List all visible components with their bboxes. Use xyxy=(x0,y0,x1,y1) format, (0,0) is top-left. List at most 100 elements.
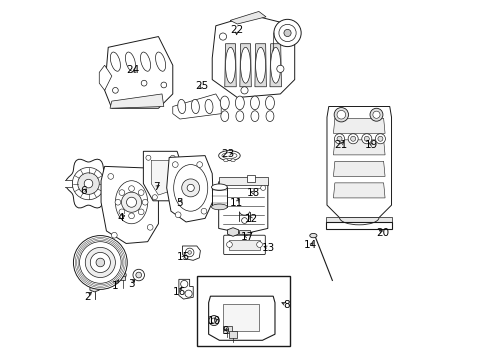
Polygon shape xyxy=(182,246,200,260)
Ellipse shape xyxy=(115,181,147,224)
Circle shape xyxy=(119,271,126,279)
Text: 25: 25 xyxy=(195,81,208,91)
Text: 15: 15 xyxy=(177,252,190,262)
Polygon shape xyxy=(99,65,112,90)
Text: 4: 4 xyxy=(117,213,124,222)
Bar xyxy=(211,187,227,207)
Polygon shape xyxy=(104,37,172,108)
Text: 6: 6 xyxy=(81,186,87,196)
Circle shape xyxy=(145,155,151,160)
Ellipse shape xyxy=(309,233,316,238)
Circle shape xyxy=(364,136,368,141)
Circle shape xyxy=(138,209,144,215)
Polygon shape xyxy=(172,94,221,119)
Polygon shape xyxy=(90,285,99,292)
Ellipse shape xyxy=(155,52,165,71)
Circle shape xyxy=(196,162,202,167)
Polygon shape xyxy=(333,161,384,176)
Polygon shape xyxy=(228,331,237,338)
Text: 7: 7 xyxy=(153,182,160,192)
Polygon shape xyxy=(212,15,294,98)
Circle shape xyxy=(278,24,296,41)
Circle shape xyxy=(347,134,357,144)
Polygon shape xyxy=(65,159,111,208)
Polygon shape xyxy=(333,140,384,155)
Text: 13: 13 xyxy=(262,243,275,253)
Ellipse shape xyxy=(125,52,135,71)
Circle shape xyxy=(377,136,382,141)
Ellipse shape xyxy=(240,47,250,83)
Circle shape xyxy=(180,280,187,288)
Polygon shape xyxy=(166,156,213,222)
Circle shape xyxy=(372,111,379,118)
Circle shape xyxy=(161,82,166,88)
Circle shape xyxy=(175,212,181,218)
Text: 1: 1 xyxy=(111,281,118,291)
Circle shape xyxy=(142,199,148,205)
Circle shape xyxy=(185,248,194,257)
Bar xyxy=(239,230,250,234)
Circle shape xyxy=(333,108,348,122)
Polygon shape xyxy=(223,326,231,333)
Circle shape xyxy=(182,179,199,197)
Circle shape xyxy=(260,185,265,190)
Bar xyxy=(325,217,391,222)
Ellipse shape xyxy=(220,96,229,110)
Circle shape xyxy=(187,184,194,192)
Circle shape xyxy=(136,272,142,278)
Circle shape xyxy=(80,242,121,283)
Circle shape xyxy=(369,108,382,121)
Ellipse shape xyxy=(250,96,259,110)
Ellipse shape xyxy=(223,159,227,162)
Circle shape xyxy=(241,87,247,94)
Circle shape xyxy=(90,252,110,273)
Text: 14: 14 xyxy=(304,240,317,250)
Circle shape xyxy=(201,208,206,214)
Polygon shape xyxy=(254,44,266,87)
Circle shape xyxy=(219,185,224,190)
Circle shape xyxy=(128,213,134,219)
Circle shape xyxy=(284,30,290,37)
Ellipse shape xyxy=(204,99,213,114)
Bar xyxy=(197,276,290,346)
Polygon shape xyxy=(230,12,265,24)
Polygon shape xyxy=(208,296,274,340)
Polygon shape xyxy=(326,107,391,218)
Polygon shape xyxy=(227,228,238,236)
Circle shape xyxy=(96,258,104,267)
Circle shape xyxy=(334,134,344,144)
Circle shape xyxy=(336,136,341,141)
Polygon shape xyxy=(333,183,384,198)
Text: 3: 3 xyxy=(128,279,135,289)
Circle shape xyxy=(256,242,262,247)
Polygon shape xyxy=(179,279,193,299)
Polygon shape xyxy=(143,151,182,201)
Circle shape xyxy=(187,251,191,254)
Text: 20: 20 xyxy=(375,228,388,238)
Ellipse shape xyxy=(255,47,265,83)
Circle shape xyxy=(219,33,226,40)
Polygon shape xyxy=(224,44,236,87)
Ellipse shape xyxy=(110,52,120,71)
Circle shape xyxy=(73,235,127,289)
Ellipse shape xyxy=(265,96,274,110)
Circle shape xyxy=(361,134,371,144)
Circle shape xyxy=(152,195,157,200)
Bar xyxy=(229,240,259,250)
Circle shape xyxy=(138,190,144,195)
Text: 23: 23 xyxy=(221,149,235,159)
Text: 2: 2 xyxy=(84,292,91,302)
Circle shape xyxy=(85,247,115,278)
Text: 5: 5 xyxy=(176,198,183,208)
Circle shape xyxy=(172,162,178,167)
Circle shape xyxy=(336,111,345,119)
Text: 9: 9 xyxy=(222,325,229,336)
Circle shape xyxy=(226,242,232,247)
Ellipse shape xyxy=(173,165,207,211)
Text: 22: 22 xyxy=(229,25,243,35)
Text: 11: 11 xyxy=(229,198,243,208)
FancyBboxPatch shape xyxy=(223,235,265,255)
Ellipse shape xyxy=(191,99,199,114)
Circle shape xyxy=(173,193,178,198)
Circle shape xyxy=(241,218,247,224)
